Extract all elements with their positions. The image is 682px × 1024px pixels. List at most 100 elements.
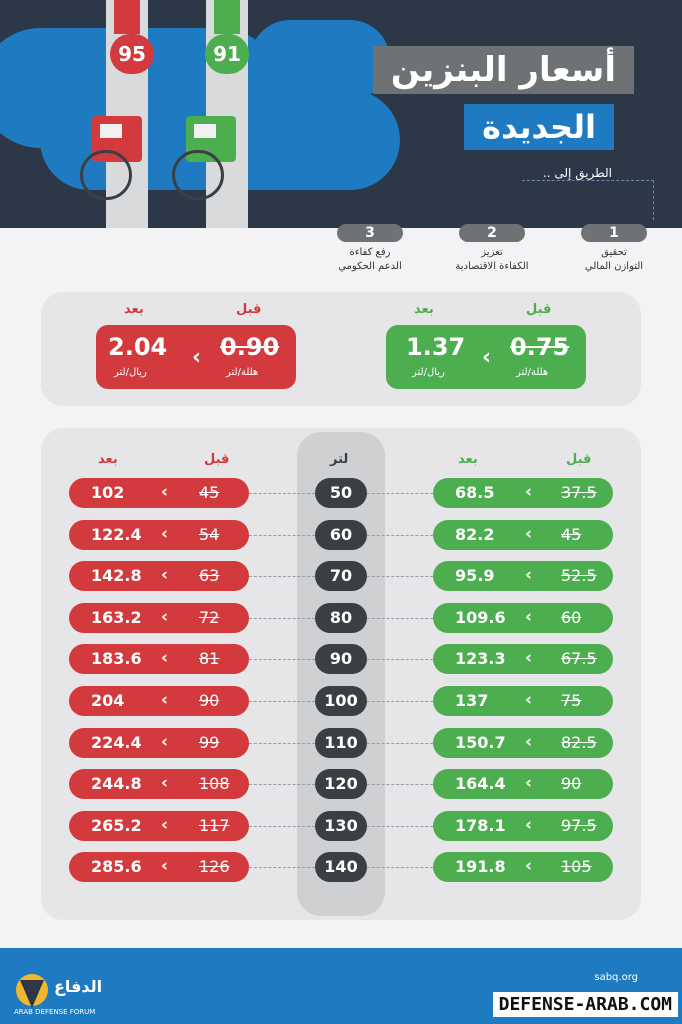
- liter-value: 110: [315, 727, 367, 758]
- connector-line: [367, 659, 433, 661]
- table-row: 72 ‹ 163.2 80 60 ‹ 109.6: [0, 602, 682, 633]
- connector-line: [367, 534, 433, 536]
- green-after-label: بعد: [414, 302, 434, 317]
- green-price-pill: 97.5 ‹ 178.1: [433, 810, 613, 841]
- connector-line: [249, 867, 315, 869]
- table-row: 63 ‹ 142.8 70 52.5 ‹ 95.9: [0, 561, 682, 592]
- connector-line: [249, 617, 315, 619]
- connector-line: [249, 659, 315, 661]
- green-after-price: 1.37: [406, 333, 466, 361]
- liter-value: 70: [315, 561, 367, 592]
- connector-line: [249, 534, 315, 536]
- road-dash-line: [522, 180, 654, 220]
- pump-95-badge: 95: [110, 34, 154, 74]
- step-text-line1: رفع كفاءة: [349, 247, 391, 258]
- green-before-label: قبل: [526, 302, 552, 317]
- table-row: 81 ‹ 183.6 90 67.5 ‹ 123.3: [0, 644, 682, 675]
- green-after-value: 137: [455, 691, 489, 710]
- green-after-value: 82.2: [455, 524, 495, 544]
- pump-91-top: [214, 0, 240, 34]
- chevron-left-icon: ‹: [525, 856, 533, 877]
- green-before-value: 90: [561, 774, 582, 794]
- green-after-unit: ريال/لتر: [412, 367, 445, 378]
- green-before-value: 67.5: [561, 649, 597, 669]
- step-text-line2: الدعم الحكومي: [338, 261, 402, 272]
- step-1: 1 تحقيق التوازن المالي: [576, 222, 652, 274]
- green-before-value: 37.5: [561, 483, 597, 502]
- connector-line: [249, 701, 315, 702]
- table-header-liter: لتر: [330, 452, 349, 467]
- liter-value: 90: [315, 644, 367, 675]
- watermark: DEFENSE-ARAB.COM: [492, 992, 678, 1017]
- green-after-value: 68.5: [455, 483, 495, 502]
- green-after-value: 191.8: [455, 857, 506, 877]
- arab-defense-forum-logo: الدفاع: [16, 974, 102, 1008]
- connector-line: [367, 784, 433, 786]
- chevron-left-icon: ‹: [525, 523, 533, 544]
- red-price-pill: 117 ‹ 265.2: [69, 810, 249, 841]
- connector-line: [367, 825, 433, 827]
- table-header-red-before: قبل: [204, 452, 230, 467]
- green-price-pill: 105 ‹ 191.8: [433, 852, 613, 883]
- connector-line: [367, 701, 433, 702]
- pump-91-badge: 91: [205, 34, 249, 74]
- green-after-value: 109.6: [455, 607, 506, 627]
- red-before-unit: هللة/لتر: [226, 367, 259, 378]
- step-text-line2: التوازن المالي: [584, 261, 644, 272]
- step-number: 3: [337, 224, 403, 242]
- page-title: أسعار البنزين: [372, 46, 634, 94]
- step-3: 3 رفع كفاءة الدعم الحكومي: [320, 222, 420, 274]
- site-url[interactable]: sabq.org: [594, 972, 638, 983]
- chevron-left-icon: ‹: [161, 773, 169, 794]
- red-price-pill: 108 ‹ 244.8: [69, 769, 249, 800]
- blue-cloud-shape: [250, 20, 390, 100]
- pump-95-hose: [80, 150, 132, 200]
- green-before-value: 52.5: [561, 566, 597, 586]
- green-before-value: 45: [561, 524, 582, 544]
- red-after-label: بعد: [124, 302, 144, 317]
- pump-95-top: [114, 0, 140, 34]
- red-price-pill: 90 ‹ 204: [69, 686, 249, 716]
- green-price-pill: 90 ‹ 164.4: [433, 769, 613, 800]
- connector-line: [367, 742, 433, 744]
- red-before-price: 0.90: [220, 333, 280, 361]
- red-after-value: 265.2: [91, 815, 142, 835]
- connector-line: [367, 867, 433, 869]
- green-after-value: 123.3: [455, 649, 506, 669]
- connector-line: [249, 576, 315, 578]
- header-banner: 95 91 أسعار البنزين الجديدة الطريق إلى .…: [0, 0, 682, 228]
- red-before-value: 63: [199, 566, 220, 586]
- chevron-left-icon: ‹: [525, 606, 533, 627]
- liter-value: 130: [315, 810, 367, 841]
- red-after-price: 2.04: [108, 333, 168, 361]
- green-before-value: 75: [561, 691, 582, 710]
- red-after-value: 163.2: [91, 607, 142, 627]
- chevron-left-icon: ‹: [161, 814, 169, 835]
- connector-line: [367, 576, 433, 578]
- chevron-left-icon: ‹: [192, 345, 202, 370]
- chevron-left-icon: ‹: [482, 345, 492, 370]
- table-row: 126 ‹ 285.6 140 105 ‹ 191.8: [0, 852, 682, 883]
- liter-value: 100: [315, 686, 367, 716]
- table-row: 45 ‹ 102 50 37.5 ‹ 68.5: [0, 478, 682, 508]
- chevron-left-icon: ‹: [161, 565, 169, 586]
- red-before-value: 81: [199, 649, 220, 669]
- red-after-value: 204: [91, 691, 125, 710]
- green-after-value: 178.1: [455, 815, 506, 835]
- green-before-unit: هللة/لتر: [516, 367, 549, 378]
- step-text-line1: تحقيق: [601, 247, 627, 258]
- chevron-left-icon: ‹: [525, 773, 533, 794]
- red-after-value: 142.8: [91, 566, 142, 586]
- table-header-green-after: بعد: [458, 452, 478, 467]
- connector-line: [367, 493, 433, 494]
- chevron-left-icon: ‹: [161, 606, 169, 627]
- red-before-value: 54: [199, 524, 220, 544]
- chevron-left-icon: ‹: [525, 565, 533, 586]
- page-subtitle: الجديدة: [464, 104, 614, 150]
- table-header-green-before: قبل: [566, 452, 592, 467]
- green-price-pill: 52.5 ‹ 95.9: [433, 561, 613, 592]
- liter-value: 120: [315, 769, 367, 800]
- red-before-value: 90: [199, 691, 220, 710]
- step-2: 2 تعزيز الكفاءة الاقتصادية: [440, 222, 544, 274]
- pump-91-screen: [194, 124, 216, 138]
